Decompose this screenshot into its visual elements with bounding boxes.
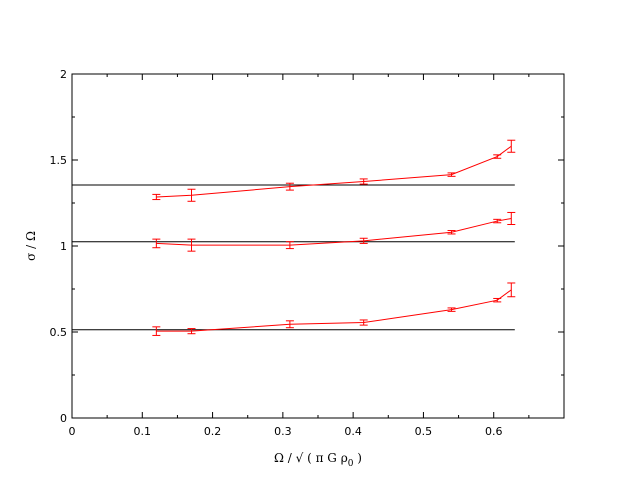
x-tick-label: 0: [69, 425, 76, 438]
y-tick-label: 1.5: [50, 154, 68, 167]
series-line: [156, 289, 512, 332]
y-axis-ticks: 0 0.5 1 1.5 2: [50, 68, 564, 425]
x-tick-label: 0.1: [134, 425, 152, 438]
x-axis-label-subscript: 0: [348, 459, 354, 469]
x-axis-label: Ω / √ ( π G ρ0 ): [274, 451, 362, 469]
x-axis-label-end: ): [353, 451, 362, 465]
x-tick-label: 0.5: [415, 425, 433, 438]
y-tick-label: 1: [60, 240, 67, 253]
series-layer: [152, 139, 516, 336]
x-tick-label: 0.4: [344, 425, 362, 438]
x-axis-ticks: 0 0.1 0.2 0.3 0.4 0.5 0.6: [69, 74, 530, 438]
y-tick-label: 0: [60, 412, 67, 425]
y-axis-label: σ / Ω: [24, 231, 38, 261]
y-tick-label: 2: [60, 68, 67, 81]
series-line: [156, 145, 512, 198]
plot-frame: [71, 73, 565, 419]
series-line: [156, 217, 512, 246]
x-tick-label: 0.2: [204, 425, 222, 438]
x-tick-label: 0.6: [485, 425, 503, 438]
x-axis-label-main: Ω / √ ( π G ρ: [274, 451, 348, 465]
y-tick-label: 0.5: [50, 326, 68, 339]
x-tick-label: 0.3: [274, 425, 292, 438]
